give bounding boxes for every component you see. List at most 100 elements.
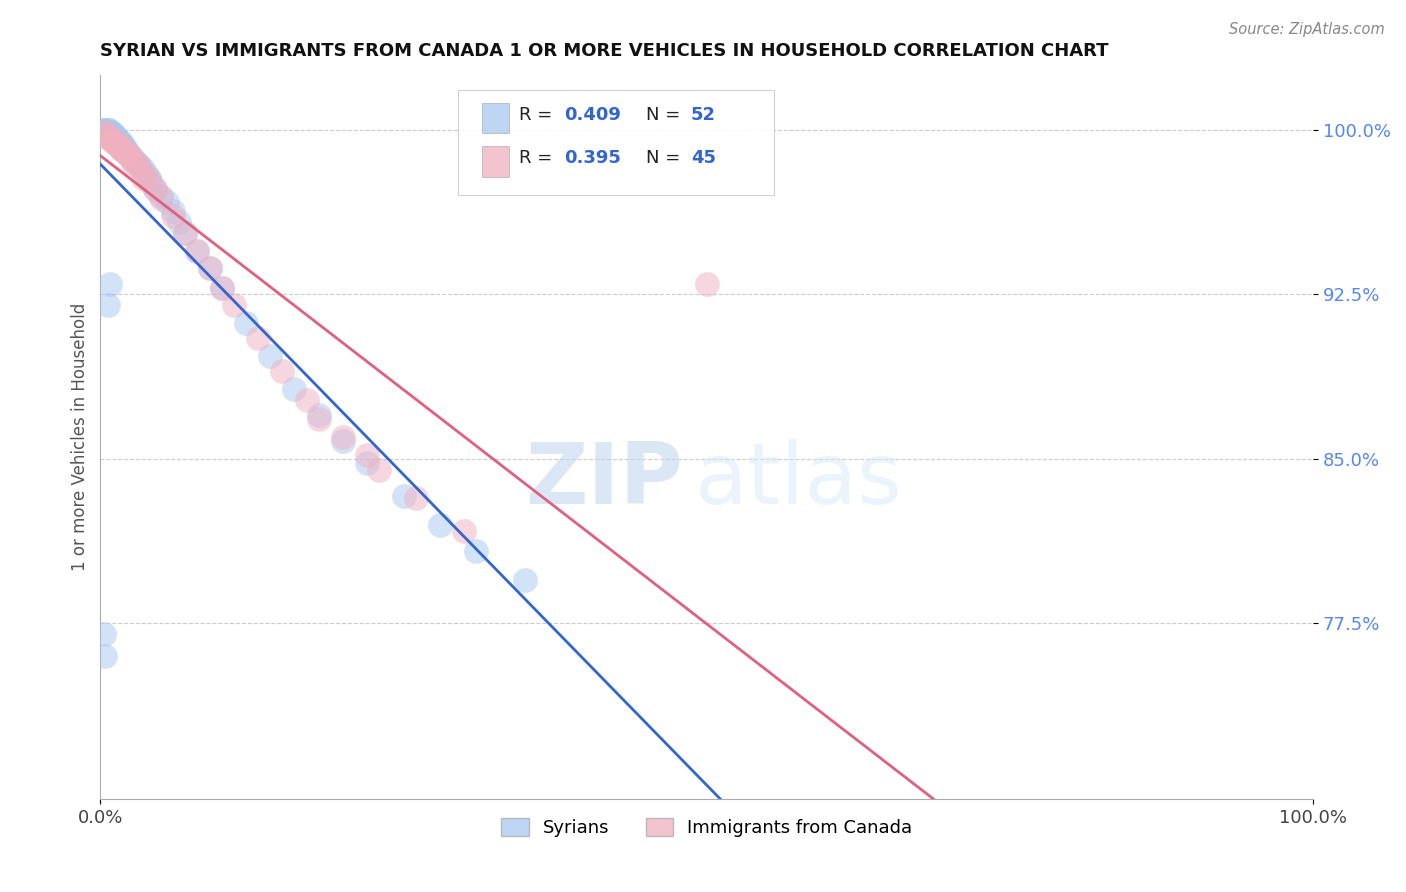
Point	[107, 138, 129, 153]
Point	[356, 456, 378, 470]
Point	[138, 171, 160, 186]
Point	[128, 161, 150, 175]
Point	[117, 147, 139, 161]
Point	[332, 434, 354, 449]
Text: N =: N =	[647, 150, 686, 168]
Point	[97, 123, 120, 137]
Text: Source: ZipAtlas.com: Source: ZipAtlas.com	[1229, 22, 1385, 37]
Point	[429, 517, 451, 532]
FancyBboxPatch shape	[458, 90, 773, 194]
Point	[198, 261, 221, 276]
Bar	[482, 146, 509, 177]
Point	[332, 430, 354, 444]
Point	[513, 573, 536, 587]
Point	[295, 392, 318, 407]
Point	[135, 167, 157, 181]
Point	[211, 281, 233, 295]
Point	[392, 489, 415, 503]
Point	[271, 364, 294, 378]
Point	[186, 244, 208, 258]
Point	[128, 158, 150, 172]
Point	[103, 128, 125, 142]
Point	[235, 316, 257, 330]
Y-axis label: 1 or more Vehicles in Household: 1 or more Vehicles in Household	[72, 303, 89, 571]
Point	[143, 182, 166, 196]
Point	[162, 204, 184, 219]
Point	[105, 136, 128, 151]
Point	[101, 134, 124, 148]
Point	[101, 128, 124, 142]
Point	[96, 123, 118, 137]
Point	[283, 382, 305, 396]
Point	[105, 129, 128, 144]
Point	[104, 129, 127, 144]
Legend: Syrians, Immigrants from Canada: Syrians, Immigrants from Canada	[494, 810, 920, 844]
Point	[122, 152, 145, 166]
Point	[124, 158, 146, 172]
Point	[198, 261, 221, 276]
Point	[94, 649, 117, 664]
Point	[259, 349, 281, 363]
Text: R =: R =	[519, 150, 558, 168]
Point	[141, 176, 163, 190]
Point	[105, 132, 128, 146]
Text: 0.395: 0.395	[564, 150, 620, 168]
Point	[97, 129, 120, 144]
Point	[97, 123, 120, 137]
Point	[96, 128, 118, 142]
Point	[114, 145, 136, 159]
Point	[100, 125, 122, 139]
Point	[117, 147, 139, 161]
Bar	[482, 103, 509, 133]
Point	[247, 331, 270, 345]
Point	[93, 123, 115, 137]
Text: N =: N =	[647, 106, 686, 124]
Point	[91, 123, 114, 137]
Point	[211, 281, 233, 295]
Point	[105, 138, 128, 153]
Point	[115, 145, 138, 159]
Point	[174, 226, 197, 240]
Point	[121, 152, 143, 166]
Point	[368, 463, 391, 477]
Point	[125, 156, 148, 170]
Text: 45: 45	[690, 150, 716, 168]
Text: ZIP: ZIP	[524, 439, 682, 522]
Point	[356, 448, 378, 462]
Point	[108, 140, 131, 154]
Point	[174, 226, 197, 240]
Point	[98, 125, 121, 139]
Point	[167, 215, 190, 229]
Point	[110, 136, 132, 151]
Point	[93, 125, 115, 139]
Point	[103, 134, 125, 148]
Text: SYRIAN VS IMMIGRANTS FROM CANADA 1 OR MORE VEHICLES IN HOUSEHOLD CORRELATION CHA: SYRIAN VS IMMIGRANTS FROM CANADA 1 OR MO…	[100, 42, 1109, 60]
Point	[156, 195, 179, 210]
Text: atlas: atlas	[695, 439, 903, 522]
Point	[110, 140, 132, 154]
Point	[138, 173, 160, 187]
Point	[143, 182, 166, 196]
Point	[111, 143, 134, 157]
Point	[98, 277, 121, 291]
Point	[308, 408, 330, 422]
Text: 52: 52	[690, 106, 716, 124]
Point	[114, 143, 136, 157]
Point	[124, 156, 146, 170]
Point	[222, 298, 245, 312]
Point	[162, 209, 184, 223]
Point	[93, 627, 115, 641]
Point	[114, 145, 136, 159]
Point	[308, 412, 330, 426]
Point	[112, 138, 135, 153]
Point	[115, 147, 138, 161]
Point	[150, 189, 173, 203]
Point	[696, 277, 718, 291]
Point	[120, 149, 142, 163]
Point	[107, 134, 129, 148]
Point	[98, 132, 121, 146]
Point	[108, 134, 131, 148]
Point	[132, 167, 155, 181]
Point	[186, 244, 208, 258]
Point	[453, 524, 475, 539]
